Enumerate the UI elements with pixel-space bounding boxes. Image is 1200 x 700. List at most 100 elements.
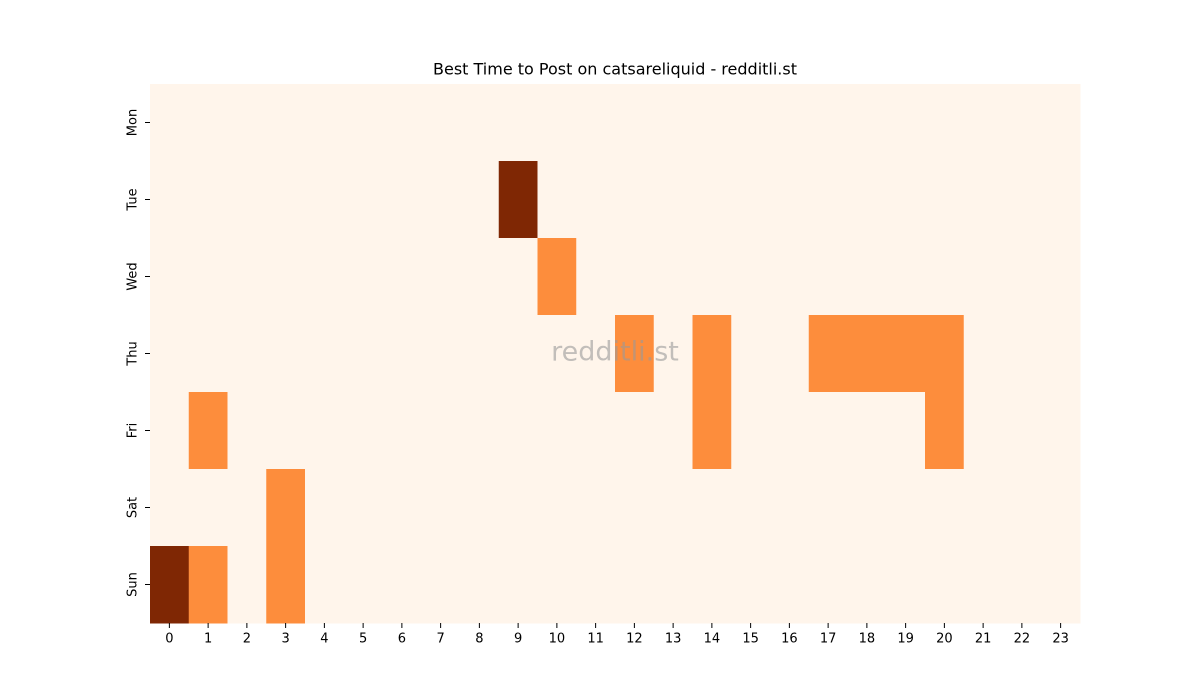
heatmap-cell — [963, 84, 1003, 162]
heatmap-cell — [925, 161, 965, 239]
heatmap-cell — [227, 315, 267, 393]
heatmap-cell — [886, 161, 926, 239]
heatmap-cell — [1002, 84, 1042, 162]
chart-title: Best Time to Post on catsareliquid - red… — [433, 60, 797, 79]
heatmap-cell — [692, 84, 732, 162]
watermark: redditli.st — [551, 337, 679, 368]
heatmap-cell — [343, 315, 383, 393]
heatmap-cell — [847, 469, 887, 547]
y-tick-label: Sat — [126, 497, 141, 518]
heatmap-cell — [460, 315, 500, 393]
heatmap-cell — [343, 238, 383, 316]
heatmap-cell — [305, 161, 345, 239]
heatmap-cell — [847, 84, 887, 162]
heatmap-cell — [305, 469, 345, 547]
heatmap-cell — [460, 84, 500, 162]
heatmap-cell — [382, 84, 422, 162]
heatmap-cell — [537, 546, 577, 624]
x-tick-label: 13 — [665, 632, 682, 647]
heatmap-cell — [382, 161, 422, 239]
heatmap-cell — [382, 392, 422, 470]
heatmap-cell — [770, 161, 810, 239]
heatmap-cell — [692, 238, 732, 316]
x-tick-label: 6 — [398, 632, 406, 647]
heatmap-cell — [963, 161, 1003, 239]
heatmap-cell — [925, 392, 965, 470]
heatmap-cell — [963, 315, 1003, 393]
heatmap-cell — [1041, 315, 1081, 393]
heatmap-cell — [576, 392, 616, 470]
x-tick-label: 1 — [204, 632, 212, 647]
heatmap-cell — [150, 546, 190, 624]
heatmap-cell — [886, 469, 926, 547]
heatmap-cell — [188, 469, 228, 547]
heatmap-cell — [1041, 161, 1081, 239]
y-tick-label: Mon — [126, 109, 141, 136]
heatmap-cell — [498, 315, 538, 393]
heatmap-cell — [808, 84, 848, 162]
heatmap-cell — [770, 238, 810, 316]
heatmap-cell — [537, 84, 577, 162]
x-tick-label: 8 — [475, 632, 483, 647]
x-tick-label: 5 — [359, 632, 367, 647]
heatmap-cell — [305, 392, 345, 470]
heatmap-cell — [615, 469, 655, 547]
heatmap-cell — [305, 546, 345, 624]
heatmap-cell — [421, 84, 461, 162]
x-tick-label: 17 — [820, 632, 837, 647]
heatmap-cell — [537, 315, 577, 393]
heatmap-cell — [770, 84, 810, 162]
y-tick-label: Fri — [126, 423, 141, 439]
heatmap-cell — [343, 161, 383, 239]
heatmap-cell — [537, 392, 577, 470]
x-tick-label: 4 — [320, 632, 328, 647]
heatmap-cell — [576, 161, 616, 239]
heatmap-cell — [770, 315, 810, 393]
heatmap-cell — [808, 315, 848, 393]
heatmap-cell — [150, 315, 190, 393]
x-tick-label: 18 — [859, 632, 876, 647]
x-tick-label: 7 — [436, 632, 444, 647]
heatmap-cell — [227, 392, 267, 470]
heatmap-cell — [925, 238, 965, 316]
heatmap-cell — [460, 546, 500, 624]
heatmap-cell — [188, 238, 228, 316]
heatmap-cell — [266, 392, 306, 470]
heatmap-cell — [305, 84, 345, 162]
heatmap-cell — [731, 238, 771, 316]
heatmap-cell — [615, 392, 655, 470]
heatmap-cell — [188, 84, 228, 162]
heatmap-cell — [615, 546, 655, 624]
heatmap-cell — [615, 84, 655, 162]
heatmap-cell — [963, 546, 1003, 624]
heatmap-cell — [498, 392, 538, 470]
heatmap-cell — [925, 315, 965, 393]
heatmap-cell — [770, 546, 810, 624]
heatmap-cell — [343, 546, 383, 624]
heatmap-cell — [343, 84, 383, 162]
heatmap-cell — [1002, 392, 1042, 470]
y-tick-label: Tue — [126, 188, 141, 211]
heatmap-cell — [692, 161, 732, 239]
heatmap-cell — [576, 238, 616, 316]
heatmap-cell — [770, 469, 810, 547]
heatmap-cell — [886, 84, 926, 162]
heatmap-cell — [886, 392, 926, 470]
heatmap-cell — [460, 238, 500, 316]
y-tick-label: Wed — [126, 262, 141, 290]
heatmap-cell — [460, 392, 500, 470]
x-tick-label: 23 — [1052, 632, 1069, 647]
heatmap-cell — [847, 546, 887, 624]
x-tick-label: 0 — [165, 632, 173, 647]
heatmap-cell — [615, 315, 655, 393]
heatmap-cell — [537, 469, 577, 547]
heatmap-cell — [1002, 238, 1042, 316]
heatmap-cell — [227, 84, 267, 162]
heatmap-cell — [1002, 161, 1042, 239]
heatmap-cell — [266, 161, 306, 239]
heatmap-cell — [576, 469, 616, 547]
heatmap-cell — [1002, 469, 1042, 547]
heatmap-cell — [1002, 546, 1042, 624]
heatmap-cell — [808, 469, 848, 547]
heatmap-cell — [382, 238, 422, 316]
